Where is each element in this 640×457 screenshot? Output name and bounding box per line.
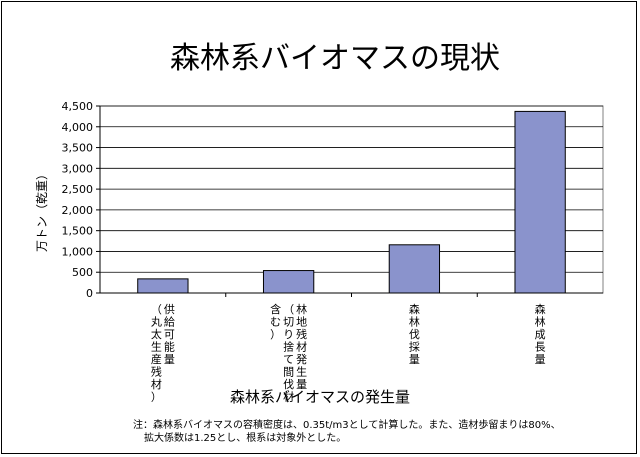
x-category-label: （切り捨て間伐材 <box>283 303 294 404</box>
x-category-label: 森林伐採量 <box>409 302 420 366</box>
x-category-label: 林地残材発生量 <box>296 302 307 391</box>
y-tick-label: 2,000 <box>62 204 94 217</box>
y-tick-label: 4,500 <box>62 100 94 113</box>
x-category-label: 含む） <box>270 302 281 341</box>
chart-title: 森林系バイオマスの現状 <box>170 41 500 76</box>
y-tick-label: 4,000 <box>62 121 94 134</box>
x-category-label: 供給可能量 <box>164 302 175 366</box>
bar <box>388 244 441 294</box>
x-category-label: （丸太生産残材） <box>151 303 162 404</box>
bar <box>137 278 189 294</box>
y-tick-label: 0 <box>86 287 93 300</box>
footnote-line-2: 拡大係数は1.25とし、根系は対象外とした。 <box>144 431 346 444</box>
x-category-label: 森林成長量 <box>535 302 546 366</box>
plot-area: 0 500 1,000 1,500 2,000 2,500 3,000 3,500 4,000 4… <box>62 100 604 404</box>
y-tick-label: 1,000 <box>62 245 94 258</box>
y-tick-label: 1,500 <box>62 225 94 238</box>
y-tick-label: 3,500 <box>62 142 94 155</box>
bar <box>514 110 566 294</box>
footnote-line-1: 注：森林系バイオマスの容積密度は、0.35t/m3として計算した。また、造材歩留… <box>133 418 561 431</box>
y-tick-label: 500 <box>72 266 93 279</box>
y-tick-label: 2,500 <box>62 183 94 196</box>
y-axis-label: 万トン（乾重） <box>35 168 49 252</box>
y-tick-label: 3,000 <box>62 162 94 175</box>
x-axis-label: 森林系バイオマスの発生量 <box>230 388 410 406</box>
bar <box>262 270 315 294</box>
